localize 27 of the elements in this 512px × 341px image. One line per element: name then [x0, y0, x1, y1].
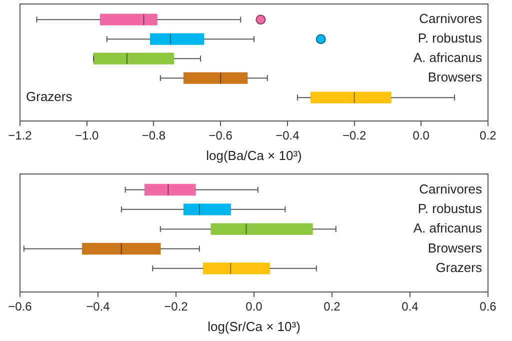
y-tick-label: Browsers — [428, 70, 482, 85]
x-tick-label: 0.2 — [480, 128, 497, 143]
x-tick-label: −0.6 — [208, 128, 233, 143]
x-tick-label: 0.6 — [480, 300, 497, 314]
x-tick-label: −1.0 — [75, 128, 100, 143]
y-tick-label: Browsers — [428, 240, 482, 256]
y-tick-label: A. africanus — [413, 220, 482, 236]
x-tick-label: −0.2 — [342, 128, 366, 143]
x-tick-label: −0.2 — [164, 300, 188, 314]
y-tick-label: Carnivores — [419, 181, 482, 196]
y-tick-label: A. africanus — [413, 50, 482, 66]
x-axis-title: log(Ba/Ca × 10³) — [206, 148, 302, 163]
x-tick-label: −0.6 — [8, 300, 32, 314]
x-tick-label: −1.2 — [8, 128, 32, 143]
x-tick-label: 0.0 — [412, 128, 430, 143]
x-tick-label: 0.2 — [324, 300, 341, 314]
y-tick-label: P. robustus — [418, 30, 482, 46]
x-tick-label: −0.4 — [276, 128, 300, 143]
x-tick-label: −0.8 — [142, 128, 166, 143]
x-tick-label: 0.0 — [246, 300, 263, 314]
x-tick-label: −0.4 — [86, 300, 110, 314]
x-tick-label: 0.4 — [402, 300, 419, 314]
x-axis-title: log(Sr/Ca × 10³) — [208, 318, 300, 334]
y-tick-label: Carnivores — [419, 11, 482, 26]
y-tick-label: Grazers — [26, 89, 73, 104]
y-tick-label: Grazers — [436, 260, 482, 275]
y-tick-label: P. robustus — [418, 200, 482, 216]
